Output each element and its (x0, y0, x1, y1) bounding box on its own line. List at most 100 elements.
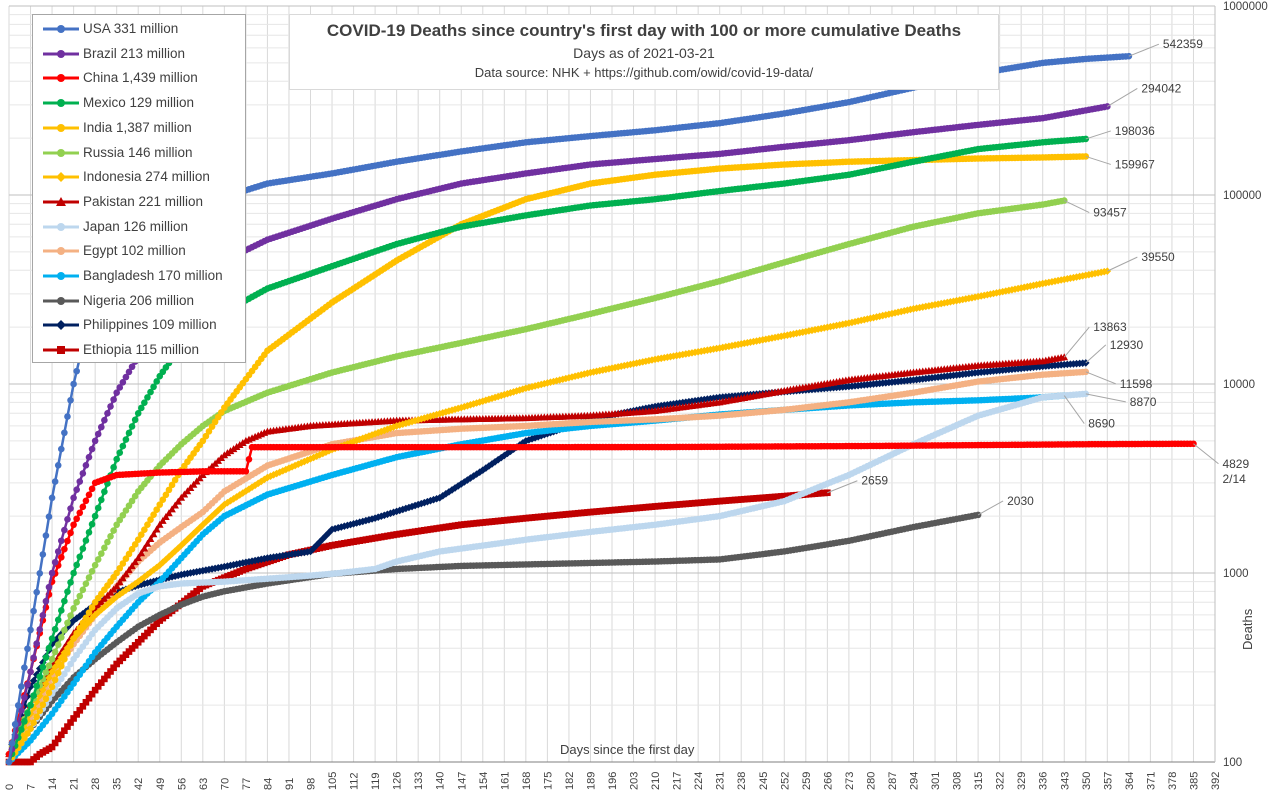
series-marker (45, 583, 53, 591)
series-marker (503, 449, 512, 458)
series-marker (119, 574, 127, 582)
series-marker (438, 492, 447, 500)
x-tick-label: 42 (133, 778, 145, 790)
series-marker (67, 660, 74, 668)
series-marker (454, 482, 462, 490)
series-marker (1082, 368, 1090, 376)
series-marker (97, 550, 105, 557)
series-marker (64, 537, 71, 545)
series-marker (67, 529, 74, 537)
series-marker (76, 707, 84, 714)
series-marker (88, 690, 96, 698)
series-marker (331, 524, 339, 533)
x-tick-label: 63 (198, 778, 210, 790)
series-marker (61, 626, 68, 634)
series-marker (112, 582, 121, 590)
series-marker (54, 641, 62, 648)
series-marker (152, 525, 161, 533)
series-marker (79, 703, 87, 710)
series-marker (76, 592, 84, 600)
series-marker (76, 478, 84, 485)
series-marker (64, 413, 71, 420)
series-marker (109, 595, 118, 604)
series-marker (174, 497, 183, 505)
series-marker (448, 486, 456, 494)
series-marker (85, 453, 93, 461)
series-marker (104, 538, 111, 546)
series-marker (223, 449, 232, 457)
series-marker (67, 579, 74, 586)
series-marker (392, 507, 401, 516)
series-marker (371, 514, 379, 522)
series-marker (383, 510, 392, 519)
series-marker (64, 619, 71, 627)
x-tick-label: 35 (112, 778, 124, 790)
series-marker (29, 676, 38, 685)
series-marker (101, 675, 108, 683)
series-marker (73, 711, 80, 718)
series-marker (24, 709, 31, 717)
series-marker (463, 476, 472, 484)
series-marker (101, 416, 108, 424)
series-marker (104, 410, 111, 417)
series-marker (411, 501, 419, 510)
series-marker (107, 533, 114, 540)
series-marker (91, 561, 99, 569)
series-marker (162, 513, 170, 521)
series-marker (30, 607, 37, 615)
x-tick-label: 119 (370, 772, 382, 790)
series-marker (226, 447, 235, 455)
series-marker (143, 539, 152, 547)
series-marker (64, 665, 71, 673)
series-marker (94, 556, 102, 563)
x-tick-label: 28 (90, 778, 102, 790)
series-marker (472, 470, 481, 478)
series-marker (239, 438, 247, 446)
series-marker (48, 635, 56, 642)
x-tick-label: 7 (26, 784, 38, 790)
series-marker (58, 731, 65, 739)
series-marker (70, 380, 77, 388)
series-marker (33, 640, 40, 647)
series-marker (58, 675, 65, 683)
series-marker (58, 607, 65, 614)
series-marker (54, 735, 62, 743)
series-marker (24, 681, 31, 689)
series-marker (61, 597, 68, 605)
series-marker (491, 458, 499, 466)
series-marker (94, 683, 102, 690)
x-tick-label: 217 (672, 772, 684, 790)
series-marker (85, 491, 93, 499)
series-marker (91, 686, 99, 694)
series-marker (58, 634, 65, 641)
series-marker (168, 505, 176, 513)
series-marker (64, 723, 71, 730)
series-marker (45, 644, 53, 652)
series-marker (79, 470, 87, 477)
series-marker (33, 713, 40, 721)
series-marker (1082, 390, 1090, 398)
x-tick-label: 126 (392, 772, 404, 790)
x-tick-label: 70 (219, 778, 231, 790)
series-marker (21, 694, 28, 701)
series-marker (45, 513, 53, 520)
x-tick-label: 189 (585, 772, 597, 790)
series-marker (88, 568, 96, 575)
x-tick-label: 133 (413, 772, 425, 790)
series-marker (134, 554, 143, 562)
series-marker (97, 679, 105, 686)
series-pakistan (5, 353, 1069, 758)
series-marker (67, 396, 74, 404)
series-marker (82, 580, 90, 587)
series-marker (36, 569, 44, 577)
series-marker (21, 718, 28, 725)
series-marker (426, 496, 435, 505)
series-marker (97, 605, 106, 614)
series-marker (39, 551, 47, 558)
x-tick-label: 56 (176, 778, 188, 790)
series-marker (39, 658, 47, 667)
x-tick-label: 98 (306, 778, 318, 790)
series-marker (36, 707, 44, 715)
series-marker (88, 485, 96, 493)
series-marker (58, 537, 65, 545)
